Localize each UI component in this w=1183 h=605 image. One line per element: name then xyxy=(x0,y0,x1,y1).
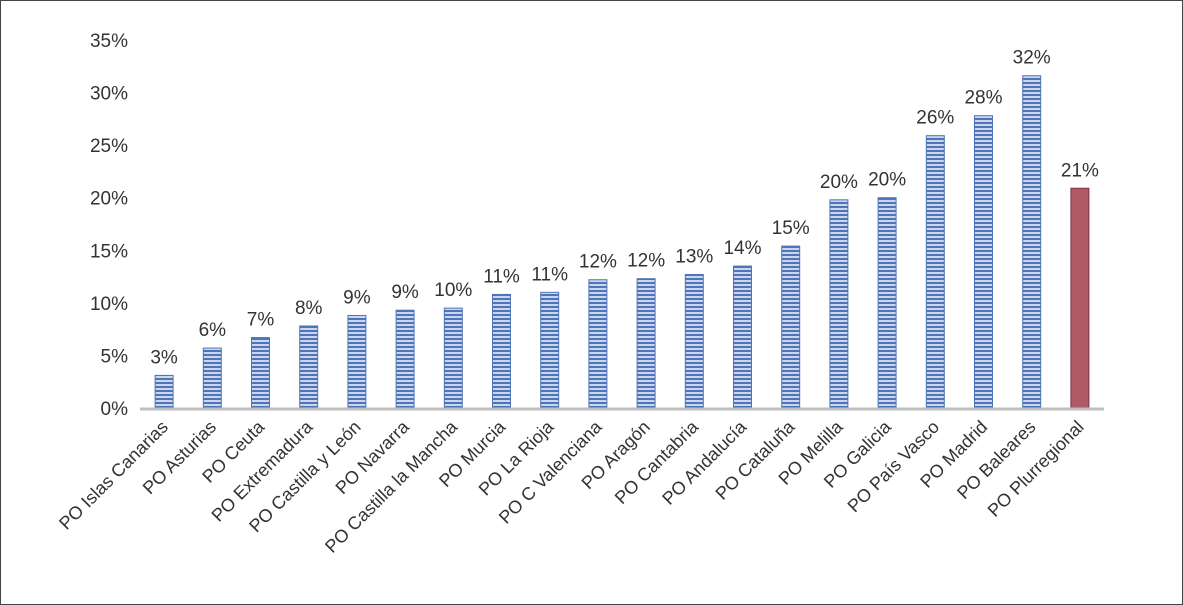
bar xyxy=(347,314,367,409)
data-label: 13% xyxy=(675,246,713,267)
bar xyxy=(829,199,849,409)
data-label: 9% xyxy=(343,287,371,308)
bar xyxy=(202,347,222,409)
data-label: 14% xyxy=(723,238,761,259)
data-label: 8% xyxy=(295,298,323,319)
bar xyxy=(588,279,608,409)
data-label: 3% xyxy=(150,347,178,368)
bar xyxy=(251,337,270,409)
data-label: 6% xyxy=(199,320,227,341)
bar xyxy=(1022,75,1042,409)
data-label: 11% xyxy=(531,264,568,285)
data-label: 21% xyxy=(1061,160,1099,181)
data-label: 10% xyxy=(434,280,472,301)
bar xyxy=(154,374,174,409)
bar xyxy=(877,197,897,409)
y-tick-label: 5% xyxy=(101,346,129,367)
category-label: PO Andalucía xyxy=(658,416,751,509)
bar xyxy=(540,291,560,409)
data-label: 15% xyxy=(772,218,810,239)
y-axis-ticks: 0% 5% 10% 15% 20% 25% 30% 35% xyxy=(90,31,128,420)
bar xyxy=(299,325,319,409)
bar-highlight xyxy=(1070,187,1090,409)
data-label: 26% xyxy=(916,108,954,129)
bar xyxy=(974,115,993,409)
data-label: 11% xyxy=(483,266,520,287)
data-label: 12% xyxy=(579,252,617,273)
bar xyxy=(636,278,656,409)
data-label: 28% xyxy=(964,88,1002,109)
y-tick-label: 30% xyxy=(90,84,128,105)
y-tick-label: 15% xyxy=(90,241,128,262)
y-tick-label: 10% xyxy=(90,294,128,315)
bar xyxy=(492,293,511,409)
y-tick-label: 35% xyxy=(90,31,128,52)
bar xyxy=(684,273,704,409)
data-label: 32% xyxy=(1013,48,1051,69)
y-tick-label: 20% xyxy=(90,189,128,210)
data-label: 9% xyxy=(391,282,419,303)
data-label: 20% xyxy=(868,170,906,191)
data-labels: 3% 6% 7% 8% 9% 9% 10% 11% 11% 12% 12% 13% 14% 15% 20% 2… xyxy=(150,48,1099,369)
data-label: 20% xyxy=(820,172,858,193)
y-tick-label: 0% xyxy=(101,399,129,420)
bar xyxy=(733,265,752,409)
data-label: 7% xyxy=(247,310,275,331)
y-tick-label: 25% xyxy=(90,136,128,157)
bar xyxy=(395,309,415,409)
bar xyxy=(443,307,463,409)
data-label: 12% xyxy=(627,251,665,272)
bar xyxy=(781,245,801,409)
category-label: PO Cantabria xyxy=(611,416,703,508)
bars xyxy=(154,75,1090,409)
bar xyxy=(925,135,945,409)
